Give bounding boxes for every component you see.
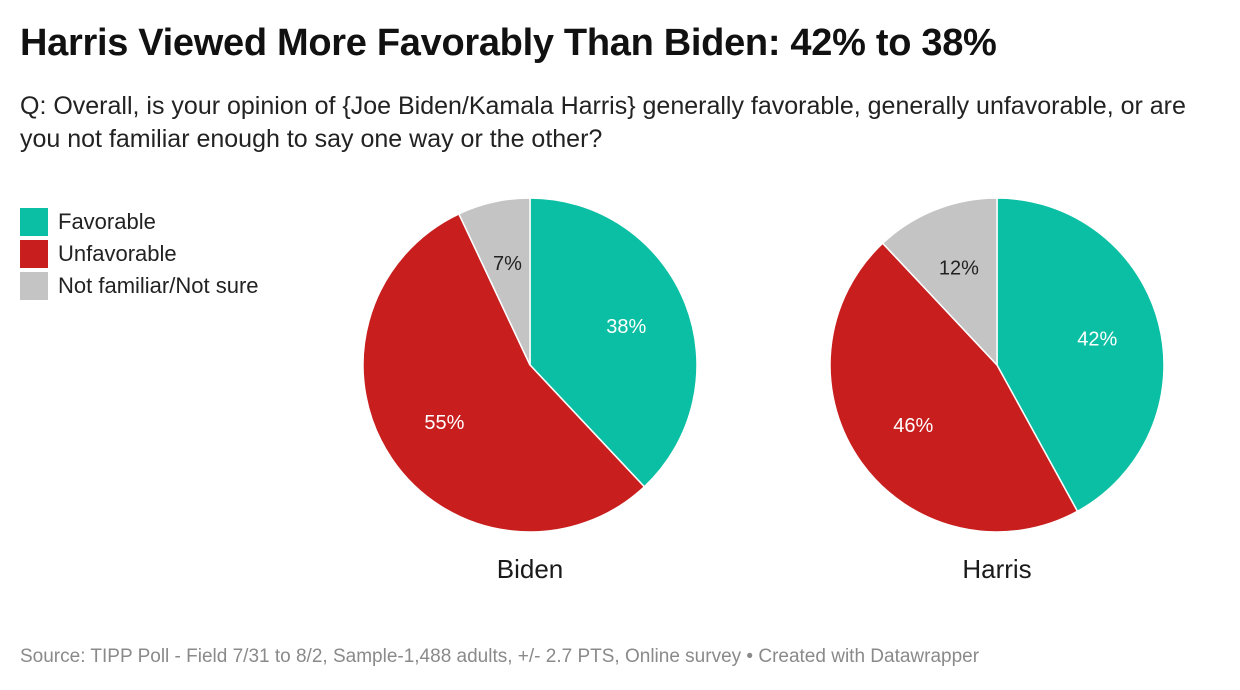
pie-label-biden-not-familiar-not-sure: 7% <box>493 253 522 275</box>
pie-label-harris-not-familiar-not-sure: 12% <box>939 258 979 280</box>
pie-slice-biden-not-familiar-not-sure <box>457 197 531 366</box>
legend-swatch-not-sure <box>20 272 48 300</box>
legend-item-not-sure: Not familiar/Not sure <box>20 270 259 302</box>
legend-item-unfavorable: Unfavorable <box>20 238 259 270</box>
pie-title-biden: Biden <box>497 554 564 584</box>
legend-label-favorable: Favorable <box>58 209 156 234</box>
pie-slice-harris-favorable <box>996 197 1165 513</box>
pie-title-harris: Harris <box>962 554 1031 584</box>
pie-label-harris-unfavorable: 46% <box>893 415 933 437</box>
legend-swatch-favorable <box>20 208 48 236</box>
pie-harris: 42% 46% 12% Harris <box>829 197 1165 584</box>
legend-label-not-sure: Not familiar/Not sure <box>58 273 259 298</box>
legend-swatch-unfavorable <box>20 240 48 268</box>
pie-biden: 38% 55% 7% Biden <box>362 197 698 584</box>
pie-slice-harris-unfavorable <box>829 242 1079 533</box>
pie-label-biden-unfavorable: 55% <box>424 412 464 434</box>
pie-slice-biden-favorable <box>529 197 698 488</box>
source-footer: Source: TIPP Poll - Field 7/31 to 8/2, S… <box>20 646 980 667</box>
legend-item-favorable: Favorable <box>20 206 259 238</box>
pie-label-harris-favorable: 42% <box>1077 328 1117 350</box>
pie-slice-harris-not-familiar-not-sure <box>881 197 998 367</box>
pie-label-biden-favorable: 38% <box>606 316 646 338</box>
chart-title: Harris Viewed More Favorably Than Biden:… <box>20 22 997 64</box>
legend: Favorable Unfavorable Not familiar/Not s… <box>20 206 259 302</box>
legend-label-unfavorable: Unfavorable <box>58 241 177 266</box>
chart-subtitle: Q: Overall, is your opinion of {Joe Bide… <box>20 92 1186 153</box>
pie-slice-biden-unfavorable <box>362 212 646 533</box>
